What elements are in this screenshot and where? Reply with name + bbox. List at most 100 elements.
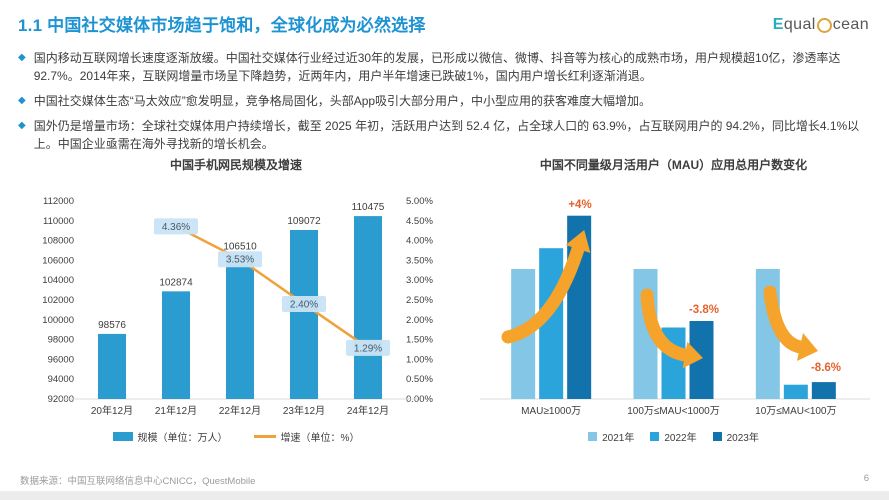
mobile-netizen-growth-chart: 112000 110000 108000 106000 104000 102000 1000… <box>42 196 433 417</box>
mau-change-chart: MAU≥1000万 100万≤MAU<1000万 10万≤MAU<100万 +4% -3… <box>480 199 870 417</box>
bullet-item: ◆ 国外仍是增量市场：全球社交媒体用户持续增长，截至 2025 年初，活跃用户达到… <box>18 117 865 153</box>
y-right-tick-label: 4.50% <box>406 216 433 227</box>
y-left-tick-label: 112000 <box>43 196 74 207</box>
charts-row: 中国手机网民规模及增速 112000 110000 108000 106000 1040… <box>12 156 877 444</box>
x-axis-label: 10万≤MAU<100万 <box>755 406 836 417</box>
diamond-bullet-icon: ◆ <box>18 52 26 63</box>
right-chart-legend: 2021年 2022年 2023年 <box>470 429 877 444</box>
down-arrow-icon-head <box>797 333 818 361</box>
scale-bar <box>98 333 126 399</box>
legend-label: 增速（单位：%） <box>280 433 360 444</box>
y-right-tick-label: 2.50% <box>406 295 433 306</box>
diamond-bullet-icon: ◆ <box>18 95 26 106</box>
mau-bar <box>811 382 836 399</box>
x-axis-label: MAU≥1000万 <box>521 406 581 417</box>
bullet-list: ◆ 国内移动互联网增长速度逐渐放缓。中国社交媒体行业经过近30年的发展，已形成以微… <box>0 49 889 153</box>
left-chart-title: 中国手机网民规模及增速 <box>169 158 302 172</box>
growth-annotation: +4% <box>568 199 591 211</box>
scale-bar <box>226 255 254 399</box>
bottom-strip <box>0 491 889 500</box>
growth-point-label: 4.36% <box>162 222 190 233</box>
y-left-tick-label: 94000 <box>48 374 74 385</box>
left-chart-legend: 规模（单位：万人） 增速（单位：%） <box>12 429 460 444</box>
page-title: 1.1 中国社交媒体市场趋于饱和，全球化成为必然选择 <box>18 16 426 35</box>
legend-item: 2023年 <box>712 429 759 444</box>
legend-item: 2022年 <box>650 429 697 444</box>
up-arrow-icon <box>501 242 585 344</box>
bullet-text: 国内移动互联网增长速度逐渐放缓。中国社交媒体行业经过近30年的发展，已形成以微信… <box>33 51 841 83</box>
y-left-tick-label: 102000 <box>42 295 74 306</box>
y-left-tick-label: 98000 <box>48 335 74 346</box>
x-axis-label: 24年12月 <box>347 404 389 417</box>
legend-label: 2022年 <box>664 433 697 444</box>
diamond-bullet-icon: ◆ <box>18 120 26 131</box>
y-right-tick-label: 0.00% <box>406 394 433 405</box>
point-label-bg <box>218 251 262 268</box>
bar-legend-swatch-icon <box>112 432 133 441</box>
down-arrow-icon-head <box>682 341 703 369</box>
y-right-tick-label: 0.50% <box>406 374 433 385</box>
mau-chart-panel: 中国不同量级月活用户（MAU）应用总用户数变化 MAU≥1000万 100万≤MA… <box>470 156 877 444</box>
line-legend-swatch-icon <box>253 435 276 438</box>
y-left-tick-label: 106000 <box>42 255 74 266</box>
x-axis-label: 100万≤MAU<1000万 <box>627 406 719 417</box>
y-right-tick-label: 4.00% <box>406 236 433 247</box>
y-left-tick-label: 92000 <box>48 394 74 405</box>
bullet-item: ◆ 中国社交媒体生态“马太效应”愈发明显，竞争格局固化，头部App吸引大部分用户，… <box>18 92 865 110</box>
point-label-bg <box>346 339 390 356</box>
bullet-text: 国外仍是增量市场：全球社交媒体用户持续增长，截至 2025 年初，活跃用户达到 … <box>33 119 860 151</box>
up-arrow-icon-head <box>565 230 591 253</box>
y-right-tick-label: 5.00% <box>406 196 433 207</box>
legend-label: 2021年 <box>602 433 635 444</box>
scale-bar <box>162 291 190 399</box>
year-legend-swatch-icon <box>650 432 660 441</box>
y-right-tick-label: 2.00% <box>406 315 433 326</box>
legend-label: 2023年 <box>726 433 759 444</box>
x-axis-label: 23年12月 <box>283 404 325 417</box>
scale-bar <box>290 229 318 399</box>
legend-item: 规模（单位：万人） <box>112 429 228 444</box>
bullet-text: 中国社交媒体生态“马太效应”愈发明显，竞争格局固化，头部App吸引大部分用户，中… <box>33 94 652 108</box>
logo-letter-e: E <box>772 16 784 33</box>
growth-line <box>175 225 369 349</box>
bar-value-label: 98576 <box>98 320 126 331</box>
scale-bar <box>354 216 382 399</box>
growth-annotation: -8.6% <box>811 362 841 374</box>
growth-annotation: -3.8% <box>689 304 719 316</box>
point-label-bg <box>282 295 326 312</box>
y-right-tick-label: 1.50% <box>406 335 433 346</box>
mobile-netizen-chart-panel: 中国手机网民规模及增速 112000 110000 108000 106000 1040… <box>12 156 460 444</box>
logo-text-qual: qual <box>783 16 816 33</box>
down-arrow-icon <box>640 288 692 362</box>
y-left-tick-label: 108000 <box>42 236 74 247</box>
y-right-tick-label: 3.00% <box>406 275 433 286</box>
y-left-tick-label: 96000 <box>48 354 74 365</box>
data-source: 数据来源：中国互联网络信息中心CNICC，QuestMobile <box>20 476 256 487</box>
bar-value-label: 110475 <box>352 202 385 213</box>
slide-footer: 数据来源：中国互联网络信息中心CNICC，QuestMobile 6 <box>20 473 869 487</box>
point-label-bg <box>154 218 198 235</box>
x-axis-label: 21年12月 <box>155 404 197 417</box>
legend-item: 2021年 <box>588 429 634 444</box>
down-arrow-icon <box>763 285 807 354</box>
bar-value-label: 102874 <box>159 277 193 288</box>
y-left-tick-label: 110000 <box>43 216 74 227</box>
y-right-tick-label: 3.50% <box>406 255 433 266</box>
legend-item: 增速（单位：%） <box>253 429 360 444</box>
y-left-tick-label: 100000 <box>42 315 74 326</box>
year-legend-swatch-icon <box>712 432 722 441</box>
y-left-tick-label: 104000 <box>42 275 74 286</box>
y-right-tick-label: 1.00% <box>406 354 433 365</box>
bullet-item: ◆ 国内移动互联网增长速度逐渐放缓。中国社交媒体行业经过近30年的发展，已形成以微… <box>18 49 865 85</box>
x-axis-label: 20年12月 <box>91 404 133 417</box>
growth-point-label: 1.29% <box>354 343 382 354</box>
x-axis-label: 22年12月 <box>219 404 261 417</box>
page-number: 6 <box>863 473 869 484</box>
growth-point-label: 2.40% <box>290 299 318 310</box>
logo-o-ring-icon <box>816 17 832 33</box>
logo-text-cean: cean <box>832 16 869 33</box>
mau-bar <box>783 384 808 399</box>
